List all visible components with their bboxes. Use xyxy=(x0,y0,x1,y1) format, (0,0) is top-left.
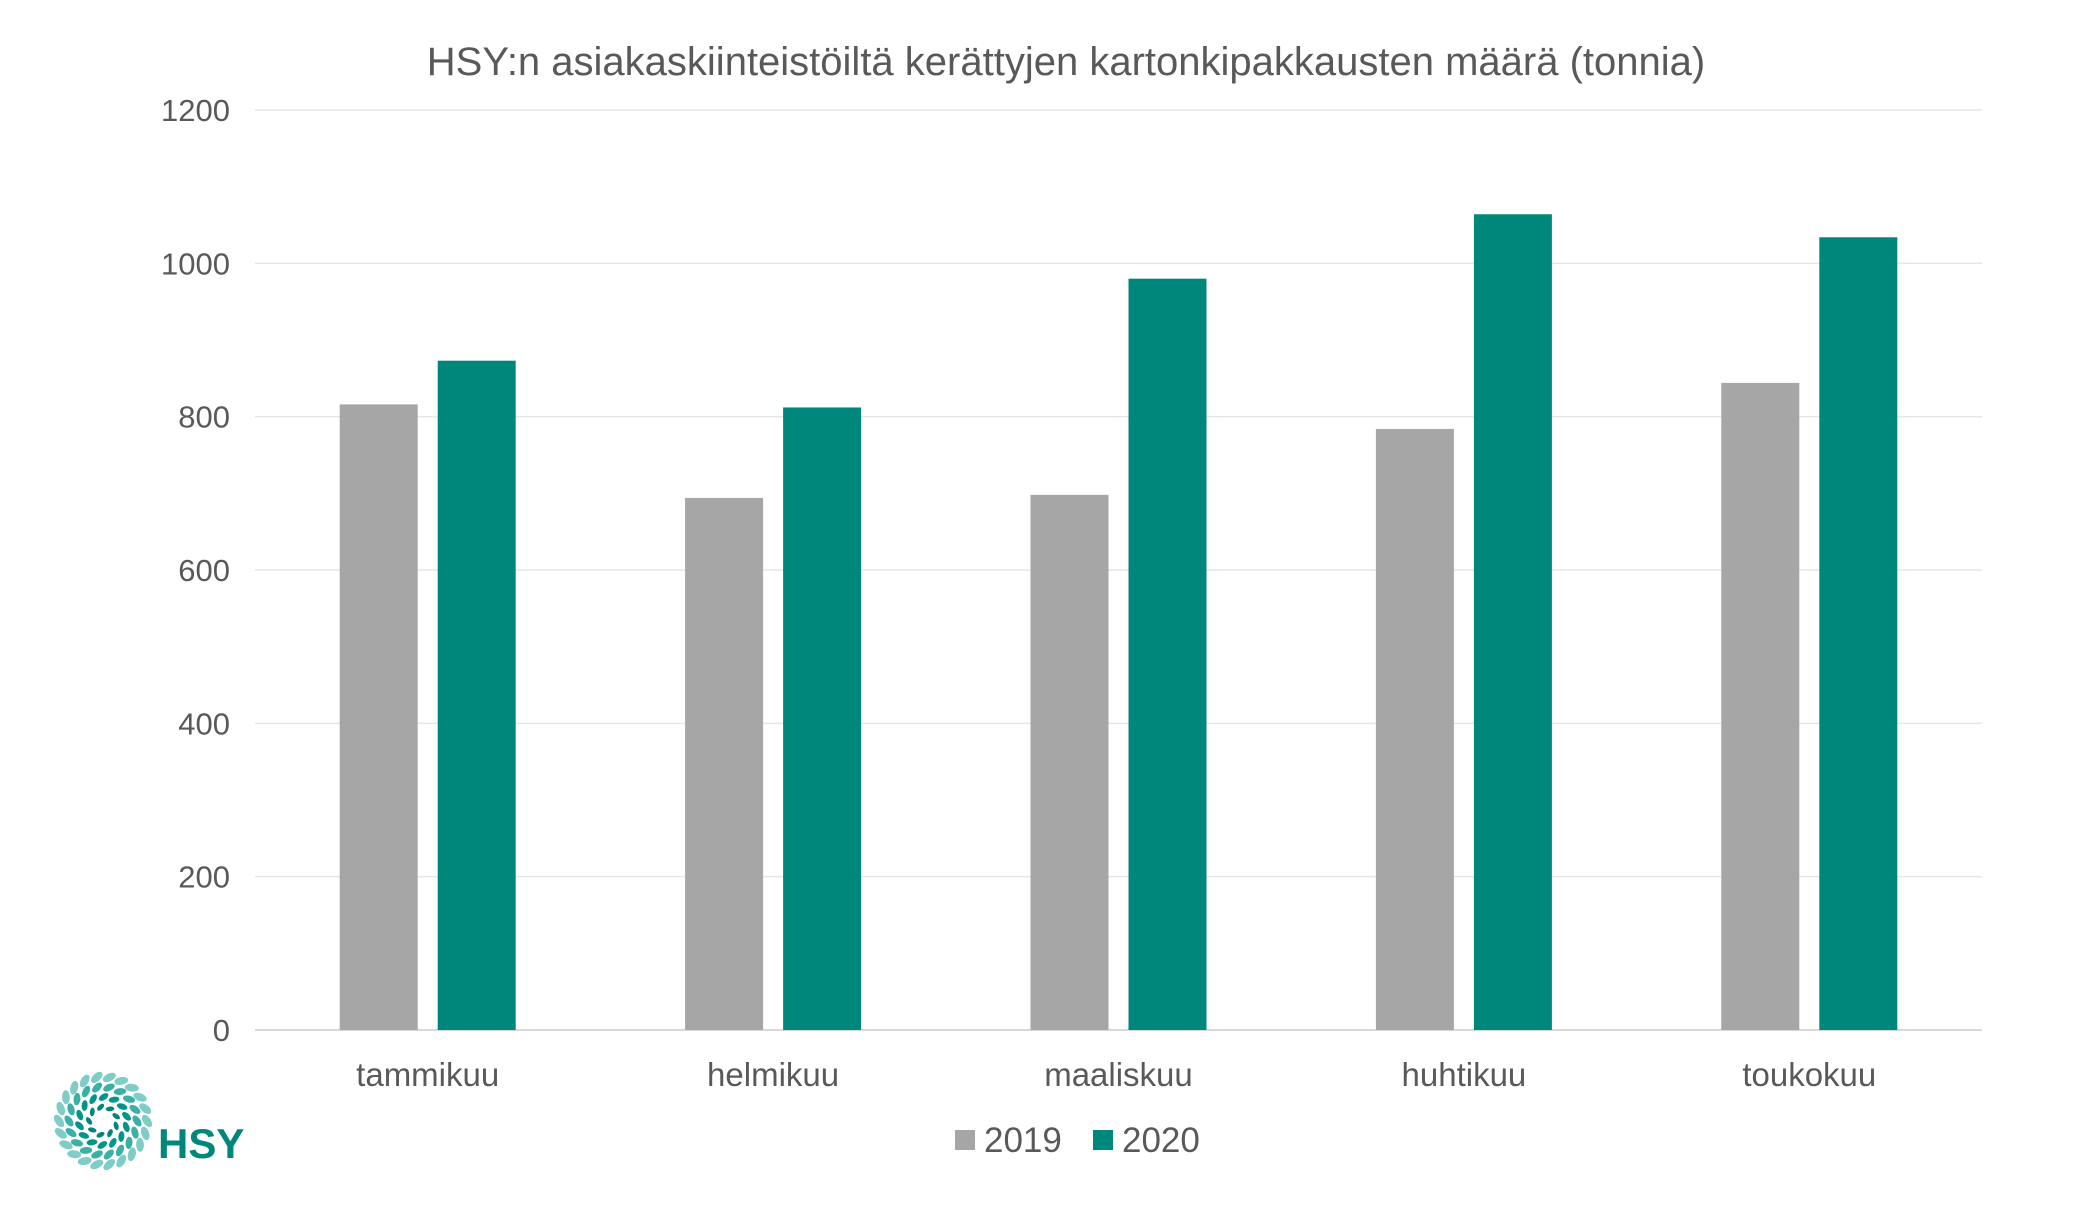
logo-petal xyxy=(81,1085,91,1098)
logo-petal xyxy=(64,1115,74,1127)
y-tick-label: 600 xyxy=(178,553,230,588)
logo-petal xyxy=(109,1138,117,1148)
logo-petal xyxy=(132,1115,142,1127)
bar-2020-maaliskuu xyxy=(1128,278,1207,1031)
logo-petal xyxy=(91,1150,103,1159)
bar-2019-maaliskuu xyxy=(1030,494,1109,1030)
y-tick-label: 800 xyxy=(178,400,230,435)
logo-petal xyxy=(86,1139,98,1146)
logo-petal xyxy=(73,1092,81,1106)
logo-petal xyxy=(90,1071,103,1084)
logo-petal xyxy=(108,1096,120,1103)
y-tick-label: 400 xyxy=(178,706,230,741)
bar-2020-tammikuu xyxy=(437,360,516,1030)
logo-petal xyxy=(92,1082,103,1093)
legend: 2019 2020 xyxy=(955,1121,1200,1160)
hsy-logo: HSY xyxy=(53,1071,244,1171)
logo-petal xyxy=(113,1088,127,1096)
logo-petal xyxy=(89,1107,95,1117)
logo-petal xyxy=(103,1083,115,1092)
logo-petal xyxy=(53,1114,65,1128)
logo-petal xyxy=(97,1141,108,1149)
y-axis-ticks: 0 200 400 600 800 1000 1200 xyxy=(161,93,230,1048)
logo-text: HSY xyxy=(158,1120,244,1167)
logo-petal xyxy=(129,1104,141,1114)
logo-petal xyxy=(103,1158,116,1171)
logo-petal xyxy=(96,1131,105,1138)
logo-petal xyxy=(139,1103,152,1114)
logo-petal xyxy=(103,1149,114,1160)
logo-petal xyxy=(56,1101,66,1116)
logo-petal xyxy=(59,1140,73,1150)
logo-petal xyxy=(65,1128,77,1138)
y-tick-label: 1000 xyxy=(161,246,230,281)
x-axis-labels: tammikuu helmikuu maaliskuu huhtikuu toukoku… xyxy=(356,1056,1876,1093)
logo-petal xyxy=(116,1154,127,1168)
hsy-flower-logo-icon xyxy=(53,1071,153,1171)
logo-petal xyxy=(140,1126,150,1141)
bar-2020-helmikuu xyxy=(783,407,862,1030)
x-tick-label: huhtikuu xyxy=(1402,1056,1527,1093)
logo-petal xyxy=(79,1074,90,1088)
logo-petal xyxy=(70,1139,83,1147)
logo-petal xyxy=(105,1106,115,1112)
logo-petal xyxy=(114,1076,129,1086)
logo-petal xyxy=(89,1094,97,1104)
logo-petal xyxy=(67,1150,82,1159)
logo-petal xyxy=(141,1114,153,1128)
logo-petal xyxy=(77,1156,92,1166)
bar-2019-helmikuu xyxy=(685,497,764,1030)
logo-petal xyxy=(54,1128,67,1139)
logo-petal xyxy=(122,1111,131,1121)
bars xyxy=(339,214,1898,1031)
logo-petal xyxy=(124,1083,139,1092)
logo-petal xyxy=(85,1117,93,1125)
logo-petal xyxy=(70,1080,79,1095)
x-tick-label: helmikuu xyxy=(707,1056,839,1093)
logo-petal xyxy=(136,1137,144,1152)
x-tick-label: tammikuu xyxy=(356,1056,499,1093)
y-tick-label: 1200 xyxy=(161,93,230,128)
bar-2019-toukokuu xyxy=(1721,382,1800,1030)
logo-petal xyxy=(131,1126,139,1139)
legend-label: 2020 xyxy=(1122,1121,1200,1160)
logo-petal xyxy=(113,1121,119,1131)
chart-title: HSY:n asiakaskiinteistöiltä kerättyjen k… xyxy=(427,40,1705,84)
bar-2019-tammikuu xyxy=(339,404,418,1030)
logo-petal xyxy=(97,1103,105,1111)
logo-petal xyxy=(102,1072,116,1083)
bar-2019-huhtikuu xyxy=(1375,428,1454,1030)
y-tick-label: 200 xyxy=(178,860,230,895)
logo-petal xyxy=(112,1113,120,1120)
legend-swatch xyxy=(1093,1130,1113,1150)
legend-label: 2019 xyxy=(984,1121,1062,1160)
logo-petal xyxy=(98,1093,109,1101)
gridlines xyxy=(255,109,1982,1031)
logo-petal xyxy=(107,1129,113,1138)
logo-petal xyxy=(88,1127,97,1133)
legend-swatch xyxy=(955,1130,975,1150)
logo-petal xyxy=(90,1159,104,1170)
logo-petal xyxy=(75,1121,84,1131)
bar-2020-huhtikuu xyxy=(1473,214,1552,1030)
x-tick-label: toukokuu xyxy=(1742,1056,1876,1093)
logo-petal xyxy=(127,1147,136,1162)
x-tick-label: maaliskuu xyxy=(1044,1056,1193,1093)
logo-petal xyxy=(133,1092,147,1102)
bar-2020-toukokuu xyxy=(1819,237,1898,1030)
logo-petal xyxy=(76,1109,84,1121)
logo-petal xyxy=(125,1136,133,1150)
logo-petal xyxy=(62,1090,70,1105)
logo-petal xyxy=(115,1144,125,1157)
y-tick-label: 0 xyxy=(213,1013,230,1048)
logo-petal xyxy=(78,1132,90,1139)
logo-petal xyxy=(79,1146,93,1154)
logo-petal xyxy=(122,1121,130,1133)
logo-petal xyxy=(118,1131,125,1142)
logo-petal xyxy=(123,1095,136,1103)
logo-petal xyxy=(81,1100,88,1111)
logo-petal xyxy=(67,1103,75,1116)
logo-petal xyxy=(116,1103,128,1110)
